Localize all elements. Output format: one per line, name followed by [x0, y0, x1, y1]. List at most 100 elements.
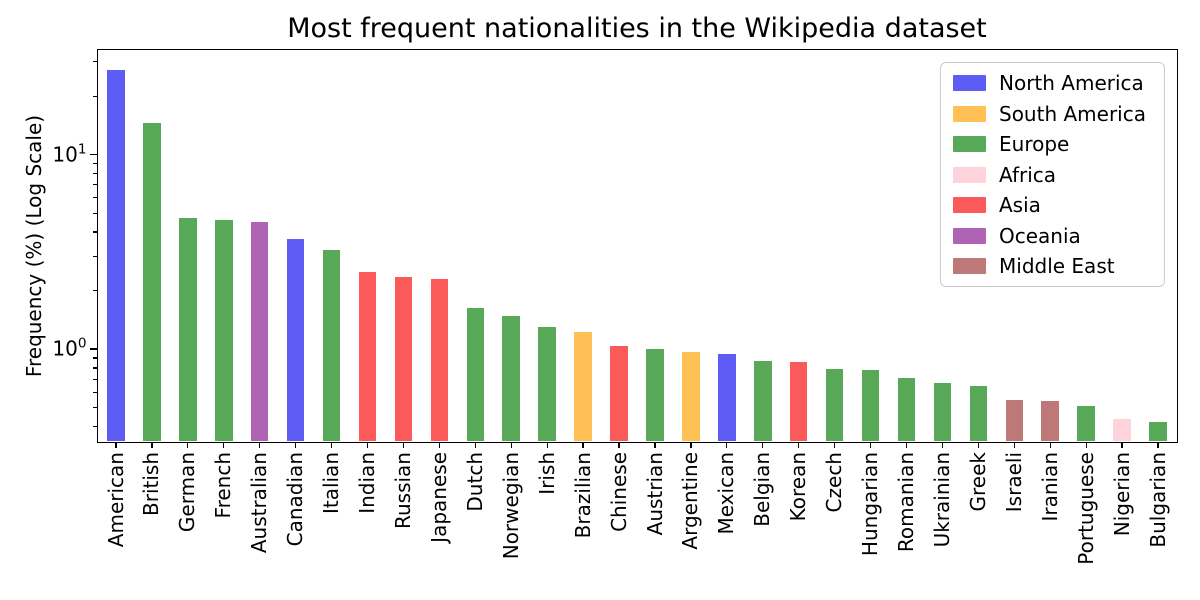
legend-swatch-icon	[953, 258, 986, 274]
x-axis-tick	[151, 442, 153, 448]
legend-swatch-icon	[953, 166, 986, 183]
y-axis-major-tick	[89, 348, 97, 350]
x-tick-label-norwegian: Norwegian	[498, 451, 523, 559]
y-axis-minor-tick	[92, 212, 97, 214]
x-axis-tick	[223, 442, 225, 448]
x-tick-label-romanian: Romanian	[894, 451, 918, 552]
bar-hungarian	[861, 370, 880, 441]
x-tick-label-mexican: Mexican	[714, 451, 739, 535]
bar-israeli	[1005, 399, 1024, 441]
x-axis-tick	[366, 442, 369, 448]
y-axis-minor-tick	[92, 61, 97, 63]
legend-swatch-icon	[953, 197, 986, 213]
y-tick-label-1e0: 100	[52, 335, 87, 361]
x-axis-tick	[726, 442, 728, 448]
x-axis-tick	[582, 442, 584, 448]
y-axis-major-tick	[89, 153, 97, 156]
x-axis-tick	[977, 442, 980, 448]
x-axis-tick	[869, 442, 872, 448]
x-axis-tick	[833, 442, 836, 448]
legend-swatch-icon	[953, 227, 986, 244]
x-tick-label-french: French	[211, 451, 236, 518]
x-axis-tick	[115, 442, 117, 448]
x-axis-tick	[402, 442, 405, 448]
x-tick-label-korean: Korean	[786, 451, 811, 521]
bar-russian	[394, 276, 413, 441]
x-tick-label-american: American	[103, 451, 128, 547]
legend-item-oceania: Oceania	[941, 221, 1164, 250]
legend-item-africa: Africa	[941, 160, 1164, 189]
bar-japanese	[430, 278, 449, 441]
x-tick-label-chinese: Chinese	[606, 451, 631, 532]
x-axis-tick	[798, 442, 800, 448]
x-axis-tick	[618, 442, 620, 448]
bar-nigerian	[1113, 418, 1131, 441]
x-tick-label-greek: Greek	[965, 451, 990, 511]
bar-mexican	[718, 354, 736, 441]
legend-item-europe: Europe	[941, 130, 1164, 159]
bar-french	[215, 220, 233, 441]
y-axis-label: Frequency (%) (Log Scale)	[22, 114, 46, 378]
x-tick-label-brazilian: Brazilian	[570, 451, 595, 538]
x-axis-tick	[1157, 442, 1159, 448]
chart-title: Most frequent nationalities in the Wikip…	[287, 13, 987, 44]
bar-british	[143, 123, 161, 441]
x-axis-tick	[905, 442, 908, 448]
x-tick-label-czech: Czech	[822, 451, 847, 512]
x-tick-label-canadian: Canadian	[283, 451, 308, 546]
x-tick-label-ukrainian: Ukrainian	[929, 451, 954, 547]
x-axis-tick	[474, 442, 476, 448]
x-tick-label-irish: Irish	[534, 451, 559, 495]
x-tick-label-indian: Indian	[355, 451, 379, 514]
bar-indian	[358, 271, 377, 441]
bar-american	[107, 69, 125, 441]
x-axis-tick	[330, 442, 333, 448]
bar-german	[179, 217, 197, 441]
y-axis-minor-tick	[92, 255, 97, 257]
x-tick-label-hungarian: Hungarian	[858, 451, 883, 556]
y-axis-minor-tick	[92, 197, 97, 199]
x-tick-label-austrian: Austrian	[642, 451, 667, 535]
x-tick-label-russian: Russian	[390, 451, 415, 529]
legend: North America South America Europe Africa As…	[940, 62, 1165, 287]
bar-iranian	[1041, 401, 1059, 441]
bar-austrian	[646, 349, 664, 441]
bar-portuguese	[1077, 406, 1095, 441]
x-tick-label-portuguese: Portuguese	[1073, 451, 1098, 565]
y-axis-minor-tick	[92, 357, 97, 359]
legend-label: Europe	[999, 132, 1070, 156]
x-tick-label-bulgarian: Bulgarian	[1145, 451, 1170, 548]
bar-bulgarian	[1149, 422, 1167, 441]
bar-dutch	[466, 308, 485, 441]
bar-norwegian	[502, 316, 520, 441]
x-tick-label-iranian: Iranian	[1037, 451, 1062, 522]
x-axis-tick	[1049, 442, 1051, 448]
x-tick-label-dutch: Dutch	[462, 451, 487, 512]
legend-item-north-america: North America	[941, 69, 1164, 98]
legend-swatch-icon	[953, 75, 986, 91]
bar-australian	[250, 222, 269, 441]
x-axis-tick	[546, 442, 548, 448]
y-axis-minor-tick	[92, 425, 97, 428]
x-axis-tick	[941, 442, 944, 448]
x-tick-label-british: British	[139, 451, 164, 516]
legend-item-south-america: South America	[941, 99, 1164, 128]
x-tick-label-argentine: Argentine	[678, 451, 703, 550]
x-axis-tick	[510, 442, 512, 448]
x-axis-tick	[690, 442, 692, 448]
x-axis-tick	[187, 442, 189, 448]
legend-label: Middle East	[999, 254, 1115, 278]
x-tick-label-japanese: Japanese	[426, 451, 451, 543]
y-axis-minor-tick	[92, 367, 97, 369]
x-axis-tick	[654, 442, 656, 448]
legend-label: South America	[999, 101, 1146, 126]
bar-romanian	[897, 378, 916, 441]
x-axis-tick	[1013, 442, 1015, 448]
x-tick-label-italian: Italian	[319, 451, 344, 514]
y-axis-minor-tick	[92, 290, 97, 292]
x-axis-tick	[1085, 442, 1087, 448]
legend-label: Oceania	[999, 223, 1081, 248]
x-axis-tick	[294, 442, 297, 448]
legend-item-asia: Asia	[941, 191, 1164, 220]
